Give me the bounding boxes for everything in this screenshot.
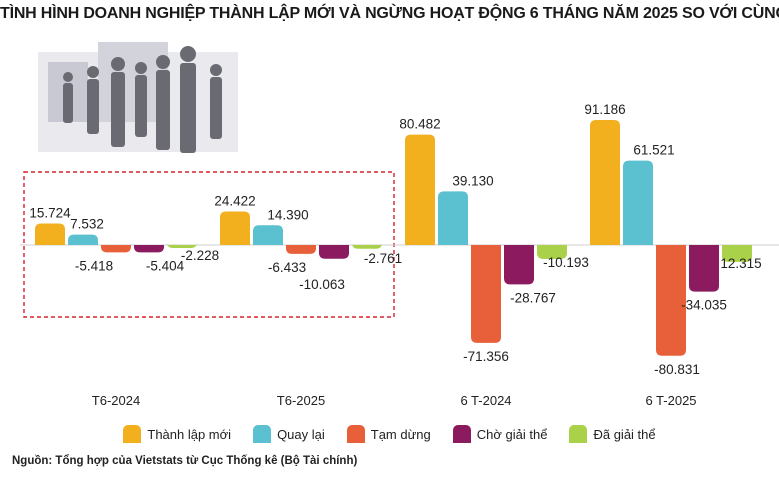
bar-đã-giải-thể-3 [722,245,752,262]
bar-tạm-dừng-2 [471,245,501,343]
data-label: 7.532 [70,217,104,232]
bar-quay-lại-1 [253,225,283,245]
bar-chờ-giải-thể-2 [504,245,534,285]
chart-title: TÌNH HÌNH DOANH NGHIỆP THÀNH LẬP MỚI VÀ … [0,5,779,22]
bar-tạm-dừng-1 [286,245,316,254]
data-label: 24.422 [214,194,255,209]
bar-thành-lập-mới-0 [35,223,65,245]
legend-label: Tạm dừng [370,426,431,442]
legend-label: Chờ giải thể [476,426,548,442]
bar-quay-lại-2 [438,191,468,245]
data-label: -80.831 [654,362,700,377]
legend-swatch [253,425,272,443]
data-label: -34.035 [681,298,727,313]
category-label: 6 T-2024 [460,393,511,408]
bar-quay-lại-0 [68,234,98,245]
bar-tạm-dừng-0 [101,245,131,253]
data-label: 39.130 [452,173,493,188]
data-label: -5.418 [75,258,113,273]
bar-thành-lập-mới-3 [590,120,620,245]
bar-chờ-giải-thể-1 [319,245,349,259]
data-label: 91.186 [584,102,625,117]
legend-swatch [569,425,588,443]
business-people-illustration [38,42,238,153]
legend-label: Quay lại [277,426,325,442]
data-label: 12.315 [720,256,761,271]
legend-item: Đã giải thể [569,425,656,443]
legend-swatch [346,425,365,443]
legend: Thành lập mới Quay lại Tạm dừng Chờ giải th… [0,425,779,443]
bar-đã-giải-thể-0 [167,242,197,249]
data-label: 15.724 [29,205,71,220]
legend-label: Đã giải thể [593,426,656,442]
legend-swatch [452,425,471,443]
legend-swatch [123,425,142,443]
bar-thành-lập-mới-1 [220,211,250,245]
bar-thành-lập-mới-2 [405,134,435,245]
data-label: -10.063 [299,277,345,292]
bar-quay-lại-3 [623,160,653,245]
bar-chờ-giải-thể-3 [689,245,719,292]
bar-đã-giải-thể-1 [352,242,382,249]
legend-item: Quay lại [253,425,325,443]
bar-chờ-giải-thể-0 [134,245,164,253]
data-label: -2.761 [364,251,402,266]
data-label: -6.433 [268,260,306,275]
category-label: T6-2025 [277,393,325,408]
data-label: -71.356 [463,349,509,364]
legend-item: Chờ giải thể [452,425,548,443]
legend-item: Thành lập mới [123,425,231,443]
data-label: -28.767 [510,290,556,305]
legend-label: Thành lập mới [147,426,232,442]
bar-đã-giải-thể-2 [537,245,567,259]
category-label: 6 T-2025 [645,393,696,408]
bar-tạm-dừng-3 [656,245,686,356]
category-label: T6-2024 [92,393,140,408]
legend-item: Tạm dừng [346,425,431,443]
data-label: 80.482 [399,117,440,132]
source-note: Nguồn: Tổng hợp của Vietstats từ Cục Thố… [12,455,358,467]
data-label: 14.390 [267,207,308,222]
data-label: -5.404 [146,258,185,273]
data-label: 61.521 [633,143,674,158]
data-label: -10.193 [543,255,589,270]
data-label: -2.228 [181,248,219,263]
